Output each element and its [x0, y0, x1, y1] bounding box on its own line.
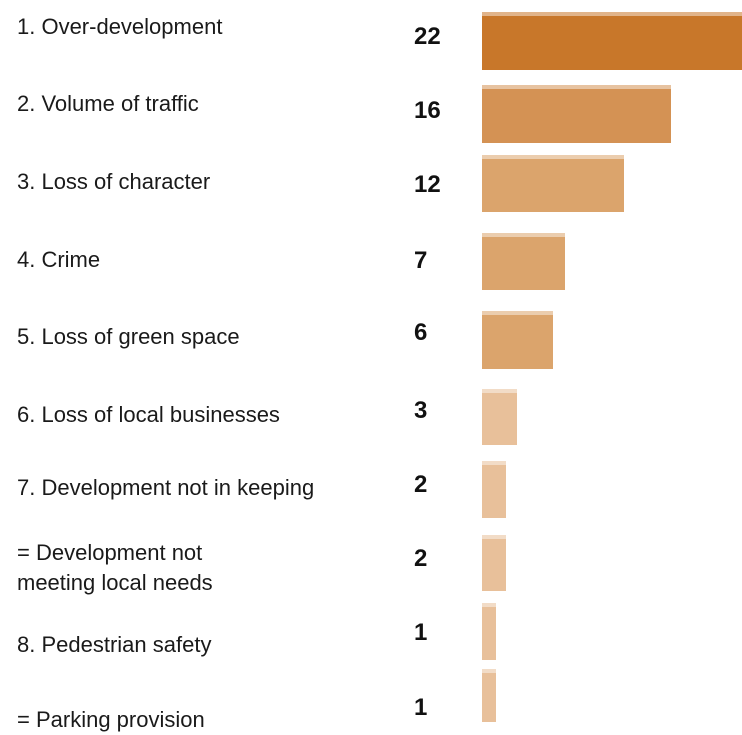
value-label: 6: [414, 319, 428, 346]
value-label: 1: [414, 694, 428, 721]
bar: [482, 603, 496, 660]
bar: [482, 85, 672, 143]
bar: [482, 155, 624, 212]
value-label: 2: [414, 471, 428, 498]
value-label: 12: [414, 171, 441, 198]
bar: [482, 12, 742, 70]
category-label: = Parking provision: [17, 707, 205, 732]
value-label: 22: [414, 23, 441, 50]
bar: [482, 389, 518, 445]
category-label: 3. Loss of character: [17, 169, 211, 194]
value-label: 1: [414, 619, 428, 646]
value-label: 7: [414, 247, 428, 274]
bar: [482, 233, 565, 290]
bar: [482, 535, 506, 591]
category-label: 8. Pedestrian safety: [17, 632, 212, 657]
category-label: 1. Over-development: [17, 14, 223, 39]
category-label: = Development not meeting local needs: [17, 540, 213, 595]
category-label: 6. Loss of local businesses: [17, 402, 280, 427]
category-label: 4. Crime: [17, 247, 101, 272]
bar: [482, 311, 553, 369]
category-label: 5. Loss of green space: [17, 324, 240, 349]
value-label: 3: [414, 397, 428, 424]
category-label: 7. Development not in keeping: [17, 475, 315, 500]
bar: [482, 669, 496, 722]
category-label: 2. Volume of traffic: [17, 91, 199, 116]
value-label: 2: [414, 545, 428, 572]
bar: [482, 461, 506, 518]
value-label: 16: [414, 97, 441, 124]
